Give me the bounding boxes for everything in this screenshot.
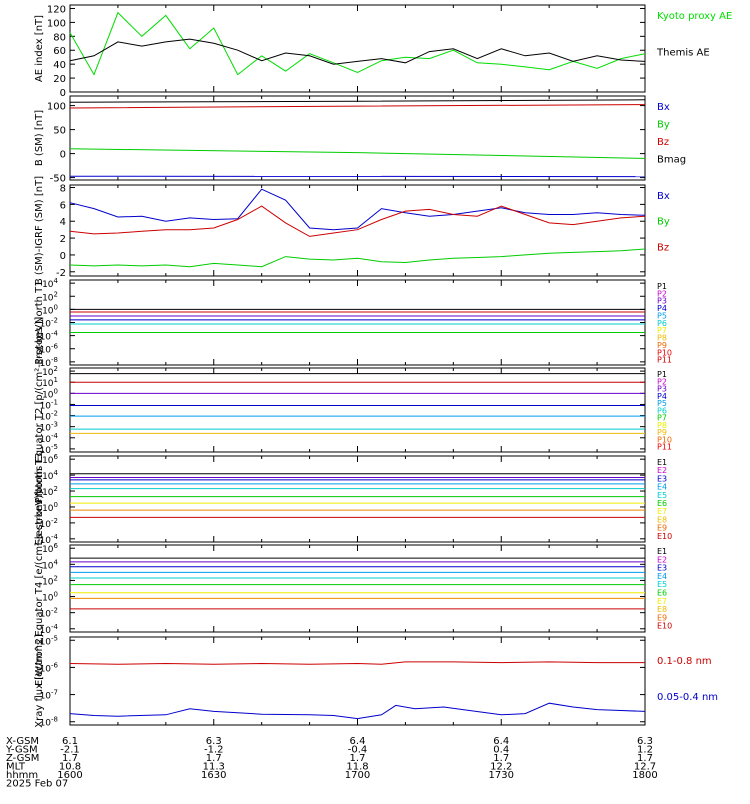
legend-entry: Bz: [657, 137, 669, 148]
orbit-row-value: 1800: [632, 770, 657, 781]
legend-entry: P11: [657, 443, 672, 452]
y-tick-label: 100: [47, 102, 66, 113]
legend-entry: Themis AE: [656, 48, 710, 59]
y-tick-label: 50: [53, 126, 66, 137]
y-tick-label: 0: [60, 251, 66, 262]
legend-entry: 0.1-0.8 nm: [657, 656, 712, 667]
y-axis-label: Xray flux [W/m^2]: [34, 634, 45, 728]
y-tick-label: 2: [60, 234, 66, 245]
y-tick-label: 20: [53, 74, 66, 85]
y-tick-label: 60: [53, 46, 66, 57]
series-line: [70, 703, 645, 718]
y-tick-label: 120: [47, 4, 66, 15]
series-line: [70, 249, 645, 267]
y-tick-label: 100: [47, 18, 66, 29]
legend-entry: By: [657, 217, 670, 228]
legend-entry: Kyoto proxy AE: [657, 11, 732, 22]
series-line: [70, 105, 645, 108]
legend-entry: E10: [657, 532, 672, 541]
legend-entry: P11: [657, 356, 672, 365]
series-line: [70, 39, 645, 64]
orbit-row-value: 1630: [201, 770, 226, 781]
legend-entry: Bz: [657, 242, 669, 253]
panel-frame: [70, 96, 645, 180]
panel-frame: [70, 280, 645, 365]
panel-frame: [70, 456, 645, 542]
y-tick-label: 80: [53, 32, 66, 43]
y-tick-label: 0: [60, 150, 66, 161]
legend-entry: E10: [657, 622, 672, 631]
series-line: [70, 206, 645, 236]
legend-entry: 0.05-0.4 nm: [657, 692, 718, 703]
date-label: 2025 Feb 07: [6, 779, 68, 790]
series-line: [70, 149, 645, 159]
panel-frame: [70, 637, 645, 725]
legend-entry: Bx: [657, 102, 670, 113]
legend-entry: By: [657, 120, 670, 131]
y-tick-label: 4: [60, 217, 66, 228]
y-tick-label: 0: [60, 88, 66, 99]
y-tick-label: 8: [60, 184, 66, 195]
series-line: [70, 662, 645, 664]
panel-frame: [70, 5, 645, 92]
y-tick-label: 40: [53, 60, 66, 71]
y-axis-label: AE index [nT]: [34, 15, 45, 82]
orbit-row-value: 1730: [489, 770, 514, 781]
legend-entry: Bx: [657, 191, 670, 202]
legend-entry: Bmag: [657, 155, 686, 166]
panel-frame: [70, 368, 645, 452]
y-tick-label: 6: [60, 200, 66, 211]
orbit-row-value: 1700: [345, 770, 370, 781]
y-axis-label: B (SM) [nT]: [34, 110, 45, 166]
y-axis-label: B (SM)-IGRF (SM) [nT]: [34, 176, 45, 285]
